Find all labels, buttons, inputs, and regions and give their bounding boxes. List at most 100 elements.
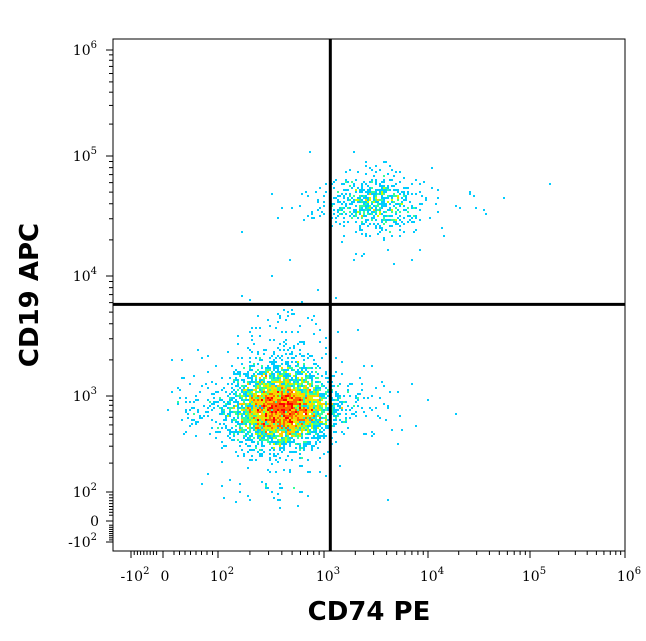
event-dot <box>381 187 383 189</box>
y-axis-title: CD19 APC <box>15 223 45 367</box>
event-dot <box>279 393 281 395</box>
event-dot <box>285 343 287 345</box>
event-dot <box>369 191 371 193</box>
event-dot <box>315 385 317 387</box>
event-dot <box>361 185 363 187</box>
event-dot <box>335 393 337 395</box>
event-dot <box>279 487 281 489</box>
event-dot <box>311 409 313 411</box>
event-dot <box>261 375 263 377</box>
event-dot <box>251 421 253 423</box>
event-dot <box>311 425 313 427</box>
event-dot <box>303 393 305 395</box>
event-dot <box>313 401 315 403</box>
event-dot <box>387 407 389 409</box>
event-dot <box>383 385 385 387</box>
event-dot <box>365 415 367 417</box>
event-dot <box>257 397 259 399</box>
event-dot <box>289 381 291 383</box>
event-dot <box>233 371 235 373</box>
event-dot <box>319 387 321 389</box>
event-dot <box>297 411 299 413</box>
event-dot <box>275 443 277 445</box>
event-dot <box>279 389 281 391</box>
event-dot <box>359 213 361 215</box>
event-dot <box>357 397 359 399</box>
event-dot <box>239 395 241 397</box>
event-dot <box>277 321 279 323</box>
event-dot <box>383 197 385 199</box>
event-dot <box>241 427 243 429</box>
event-dot <box>341 421 343 423</box>
event-dot <box>279 387 281 389</box>
event-dot <box>317 289 319 291</box>
event-dot <box>219 397 221 399</box>
event-dot <box>249 383 251 385</box>
event-dot <box>367 213 369 215</box>
event-dot <box>317 395 319 397</box>
event-dot <box>253 415 255 417</box>
event-dot <box>211 419 213 421</box>
event-dot <box>249 415 251 417</box>
event-dot <box>251 411 253 413</box>
event-dot <box>267 429 269 431</box>
event-dot <box>343 201 345 203</box>
event-dot <box>235 373 237 375</box>
event-dot <box>289 469 291 471</box>
event-dot <box>277 407 279 409</box>
event-dot <box>359 197 361 199</box>
event-dot <box>281 401 283 403</box>
event-dot <box>317 411 319 413</box>
event-dot <box>263 433 265 435</box>
event-dot <box>255 393 257 395</box>
event-dot <box>307 387 309 389</box>
event-dot <box>261 439 263 441</box>
event-dot <box>255 447 257 449</box>
event-dot <box>299 379 301 381</box>
event-dot <box>277 425 279 427</box>
event-dot <box>299 417 301 419</box>
event-dot <box>315 191 317 193</box>
event-dot <box>295 397 297 399</box>
event-dot <box>267 441 269 443</box>
event-dot <box>215 437 217 439</box>
event-dot <box>287 357 289 359</box>
event-dot <box>301 405 303 407</box>
event-dot <box>313 419 315 421</box>
event-dot <box>249 459 251 461</box>
event-dot <box>303 403 305 405</box>
event-dot <box>243 389 245 391</box>
event-dot <box>377 415 379 417</box>
event-dot <box>243 407 245 409</box>
event-dot <box>307 375 309 377</box>
event-dot <box>291 429 293 431</box>
event-dot <box>317 433 319 435</box>
event-dot <box>305 433 307 435</box>
event-dot <box>287 349 289 351</box>
event-dot <box>301 341 303 343</box>
event-dot <box>285 427 287 429</box>
event-dot <box>311 447 313 449</box>
event-dot <box>263 413 265 415</box>
event-dot <box>315 419 317 421</box>
event-dot <box>263 383 265 385</box>
event-dot <box>359 393 361 395</box>
event-dot <box>377 205 379 207</box>
event-dot <box>389 391 391 393</box>
event-dot <box>293 357 295 359</box>
event-dot <box>339 195 341 197</box>
event-dot <box>229 429 231 431</box>
event-dot <box>287 427 289 429</box>
event-dot <box>327 413 329 415</box>
event-dot <box>287 431 289 433</box>
event-dot <box>397 209 399 211</box>
event-dot <box>305 387 307 389</box>
event-dot <box>281 407 283 409</box>
event-dot <box>263 353 265 355</box>
event-dot <box>217 401 219 403</box>
event-dot <box>283 425 285 427</box>
event-dot <box>229 415 231 417</box>
event-dot <box>211 409 213 411</box>
event-dot <box>349 185 351 187</box>
